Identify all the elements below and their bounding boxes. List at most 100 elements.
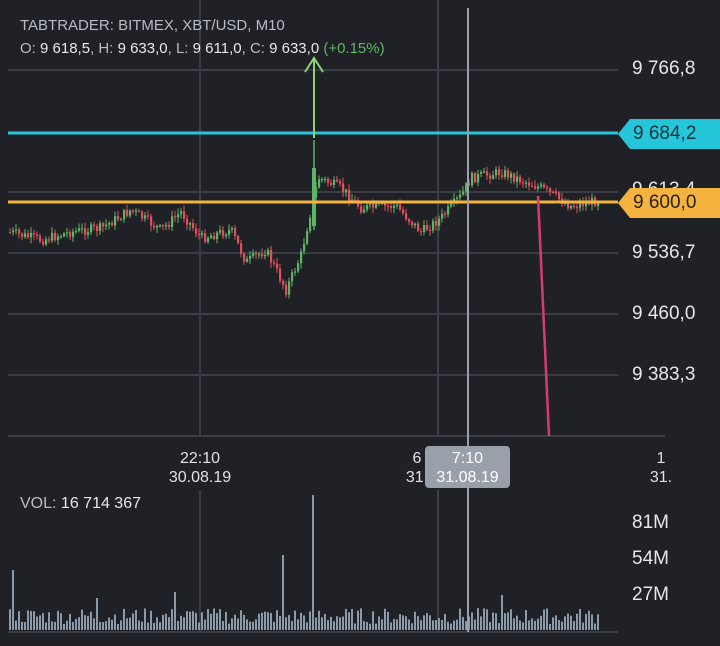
candle-body xyxy=(345,189,348,192)
candle-body xyxy=(300,251,303,264)
candle-body xyxy=(93,224,96,227)
candle-body xyxy=(480,172,483,174)
close-label: C: xyxy=(249,40,265,57)
candle-body xyxy=(342,183,345,192)
candle-body xyxy=(531,185,534,187)
volume-bar xyxy=(204,619,206,630)
candle-body xyxy=(48,239,51,241)
volume-bar xyxy=(408,619,410,630)
candle-body xyxy=(393,205,396,209)
candle-body xyxy=(570,205,573,209)
candle-body xyxy=(471,172,474,186)
candle-body xyxy=(399,204,402,210)
volume-bar xyxy=(288,614,290,630)
volume-bar xyxy=(318,610,320,630)
volume-bar xyxy=(72,622,74,630)
candle-body xyxy=(405,213,408,220)
candle-body xyxy=(390,206,393,209)
candle-body xyxy=(54,232,57,241)
low-value: 9 611,0 xyxy=(192,40,242,57)
candle-body xyxy=(456,197,459,200)
candle-body xyxy=(339,181,342,184)
candle-body xyxy=(522,182,525,184)
volume-bar xyxy=(24,622,26,630)
volume-bar xyxy=(516,615,518,630)
volume-bar xyxy=(504,613,506,630)
volume-bar xyxy=(294,610,296,630)
alert-price-tag[interactable]: 9 684,2 xyxy=(618,119,720,149)
candle-body xyxy=(180,211,183,215)
candle-body xyxy=(147,215,150,217)
candle-body xyxy=(336,179,339,182)
volume-bar xyxy=(519,620,521,630)
volume-bar xyxy=(330,616,332,630)
candle-body xyxy=(87,232,90,235)
volume-bar xyxy=(570,615,572,630)
candle-body xyxy=(249,255,252,259)
volume-bar xyxy=(585,613,587,630)
candle-body xyxy=(462,191,465,195)
volume-bar xyxy=(162,614,164,630)
volume-bar xyxy=(285,617,287,630)
candle-body xyxy=(27,233,30,238)
volume-bar xyxy=(561,621,563,630)
candle-body xyxy=(501,174,504,178)
volume-bar xyxy=(297,619,299,630)
candle-body xyxy=(333,179,336,186)
candle-body xyxy=(330,182,333,186)
volume-bar xyxy=(453,620,455,630)
candle-body xyxy=(69,232,72,237)
candle-body xyxy=(126,210,129,216)
volume-bar xyxy=(384,608,386,630)
volume-bar xyxy=(357,610,359,630)
candle-body xyxy=(408,219,411,222)
price-tick: 9 766,8 xyxy=(632,58,696,79)
candle-body xyxy=(246,258,249,262)
volume-bar xyxy=(342,616,344,630)
candle-body xyxy=(45,239,48,245)
volume-bar xyxy=(390,622,392,630)
volume-bar xyxy=(300,612,302,630)
volume-bar xyxy=(459,608,461,630)
volume-bar xyxy=(213,608,215,630)
candle-body xyxy=(387,205,390,207)
volume-bar xyxy=(582,622,584,630)
candle-body xyxy=(9,232,12,234)
volume-bar xyxy=(492,612,494,630)
candle-body xyxy=(12,230,15,233)
candle-body xyxy=(504,170,507,178)
volume-bar xyxy=(351,609,353,630)
volume-bar xyxy=(483,608,485,630)
candle-body xyxy=(237,236,240,244)
candle-body xyxy=(540,184,543,187)
candle-body xyxy=(57,236,60,241)
volume-bar xyxy=(156,617,158,630)
candle-body xyxy=(63,233,66,237)
volume-bar xyxy=(240,610,242,630)
volume-bar xyxy=(363,621,365,630)
volume-bar xyxy=(546,608,548,630)
volume-bar xyxy=(540,615,542,630)
volume-tick: 54M xyxy=(632,548,669,569)
volume-bar xyxy=(450,623,452,630)
high-label: H: xyxy=(98,40,114,57)
volume-bar xyxy=(375,623,377,630)
candle-body xyxy=(378,203,381,205)
volume-bar xyxy=(99,622,101,630)
volume-bar xyxy=(201,612,203,630)
volume-bar xyxy=(117,623,119,630)
volume-bar xyxy=(12,570,14,630)
candle-body xyxy=(291,272,294,282)
volume-bar xyxy=(102,622,104,630)
arrow-up-icon[interactable] xyxy=(304,56,324,138)
candle-body xyxy=(576,206,579,208)
volume-bar xyxy=(531,618,533,630)
candle-body xyxy=(534,186,537,189)
volume-bar xyxy=(120,620,122,630)
volume-value: 16 714 367 xyxy=(60,495,141,512)
candle-body xyxy=(267,249,270,256)
candle-body xyxy=(144,215,147,219)
trend-line-drawing[interactable] xyxy=(536,195,551,437)
volume-bar xyxy=(378,616,380,630)
